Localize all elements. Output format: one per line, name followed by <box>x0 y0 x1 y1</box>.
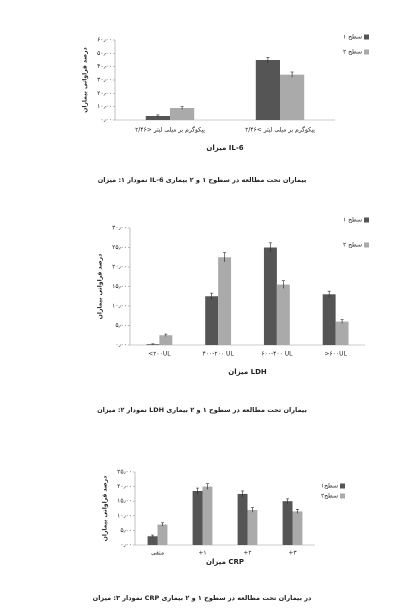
bar <box>247 509 258 545</box>
figure-caption: نمودار ۱: میزان IL-6 بیماران تحت مطالعه … <box>98 176 307 184</box>
x-axis-label: میزان IL-6 <box>206 144 243 152</box>
x-tick-label: +۳ <box>288 550 297 557</box>
x-tick-label: >۶۰۰UL <box>324 351 347 358</box>
legend-swatch <box>340 483 345 489</box>
y-tick-label: ۲۵٫۰۰ <box>117 469 132 476</box>
y-tick-label: ۱۵٫۰۰ <box>112 283 127 290</box>
y-tick-label: ۳۰٫۰۰ <box>112 225 127 232</box>
bar <box>263 247 277 345</box>
x-tick-label: +۲ <box>243 550 251 557</box>
figure-caption: نمودار ۳: میزان CRP در بیماران تحت مطالع… <box>93 594 312 602</box>
x-axis-label: میزان CRP <box>206 558 244 566</box>
y-axis-label: درصد فراوانی بیماران <box>82 47 89 112</box>
y-tick-label: ۳۰٫۰۰ <box>97 77 112 84</box>
bar <box>237 493 248 545</box>
legend-swatch <box>364 49 369 55</box>
figure-caption: نمودار ۲: میزان LDH بیماران تحت مطالعه د… <box>97 406 307 414</box>
x-axis-label: میزان LDH <box>228 368 267 376</box>
y-tick-label: ۱۰٫۰۰ <box>97 103 112 110</box>
x-tick-label: ۶۰۰-۴۰۰ UL <box>261 351 293 358</box>
bar <box>255 60 280 120</box>
y-tick-label: ۵٫۰۰ <box>115 322 127 329</box>
y-axis-label: درصد فراوانی بیماران <box>102 476 109 541</box>
legend-label: سطح ۲ <box>343 242 362 249</box>
x-tick-label: ۲/۴۶> پیکوگرم بر میلی لیتر <box>135 126 205 134</box>
y-tick-label: ۵٫۰۰ <box>120 527 132 534</box>
bar <box>280 74 305 120</box>
x-tick-label: ۴۰۰-۲۰۰ UL <box>203 351 235 358</box>
legend-swatch <box>364 34 369 40</box>
legend-label: سطح۱ <box>321 483 338 490</box>
bar <box>147 536 158 545</box>
y-tick-label: ۵۰٫۰۰ <box>97 50 112 57</box>
bar <box>292 511 303 545</box>
bar <box>276 284 290 345</box>
y-tick-label: ۱۰٫۰۰ <box>112 303 127 310</box>
legend-swatch <box>364 242 369 248</box>
y-tick-label: ۲۰٫۰۰ <box>112 264 127 271</box>
bar <box>335 321 349 345</box>
bar <box>157 524 168 545</box>
y-tick-label: ۰٫۰۰ <box>100 117 112 124</box>
legend-label: سطح۲ <box>321 493 338 500</box>
bar <box>218 257 232 345</box>
legend-swatch <box>364 217 369 223</box>
y-tick-label: ۲۰٫۰۰ <box>117 483 132 490</box>
bar <box>159 335 173 345</box>
legend-label: سطح ۱ <box>343 34 362 41</box>
x-tick-label: ۲/۴۶< پیکوگرم بر میلی لیتر <box>245 126 315 134</box>
y-tick-label: ۴۰٫۰۰ <box>97 63 112 70</box>
x-tick-label: <۲۰۰UL <box>148 351 171 358</box>
bar <box>145 116 170 120</box>
bar <box>202 486 213 545</box>
x-tick-label: +۱ <box>198 550 206 557</box>
legend-label: سطح ۲ <box>343 49 362 56</box>
y-tick-label: ۲۰٫۰۰ <box>97 90 112 97</box>
y-tick-label: ۱۵٫۰۰ <box>117 498 132 505</box>
legend-label: سطح ۱ <box>343 217 362 224</box>
bar <box>322 294 336 345</box>
bar <box>205 296 219 345</box>
bar <box>192 490 203 545</box>
y-tick-label: ۲۵٫۰۰ <box>112 244 127 251</box>
legend-swatch <box>340 493 345 499</box>
y-tick-label: ۱۰٫۰۰ <box>117 512 132 519</box>
y-axis-label: درصد فراوانی بیماران <box>97 254 104 319</box>
bar <box>170 108 195 120</box>
bar <box>282 501 293 545</box>
y-tick-label: ۰٫۰۰ <box>120 542 132 549</box>
y-tick-label: ۰٫۰۰ <box>115 342 127 349</box>
y-tick-label: ۶۰٫۰۰ <box>97 37 112 44</box>
x-tick-label: منفی <box>151 550 164 557</box>
